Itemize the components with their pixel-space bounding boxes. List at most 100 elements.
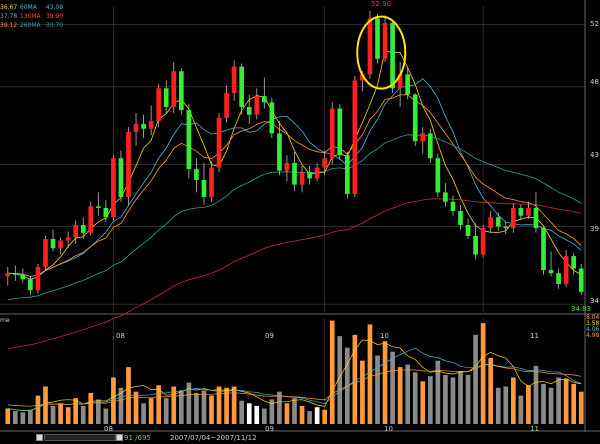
candle-body xyxy=(344,155,350,194)
candle-body xyxy=(277,133,282,171)
scroll-right-button[interactable] xyxy=(116,434,123,441)
candle-body xyxy=(284,162,290,171)
legend-row-ma5: 36.67 60MA 43.08 xyxy=(0,3,63,12)
volume-bar xyxy=(443,374,448,424)
volume-bar xyxy=(65,407,71,424)
volume-bar xyxy=(458,371,463,424)
horizontal-scrollbar[interactable] xyxy=(44,434,116,441)
volume-bar xyxy=(28,409,33,424)
y-tick-label: 48 xyxy=(590,78,599,86)
volume-bar xyxy=(390,351,395,424)
candle-body xyxy=(103,207,109,218)
volume-bar xyxy=(171,386,177,424)
legend-ma-label: 60MA xyxy=(19,4,37,11)
ma60-line xyxy=(7,94,582,277)
legend-ma-label: 260MA xyxy=(19,22,41,29)
volume-bar xyxy=(43,386,48,424)
date-range: 2007/07/04~2007/11/12 xyxy=(170,434,257,442)
candle-body xyxy=(405,74,411,95)
volume-bar xyxy=(329,320,335,424)
candle-body xyxy=(518,207,524,216)
volume-bar xyxy=(141,403,146,424)
scroll-left-button[interactable] xyxy=(36,434,43,441)
candle-body xyxy=(314,167,320,179)
ma5-line xyxy=(7,50,582,280)
volume-bar xyxy=(322,409,328,424)
candle-body xyxy=(541,228,546,271)
candle-body xyxy=(480,228,486,255)
candle-body xyxy=(35,266,41,291)
volume-bar xyxy=(186,382,192,424)
candle-body xyxy=(246,106,252,115)
legend-value: 36.67 xyxy=(0,4,18,11)
x-tick-label-lower: 10 xyxy=(384,425,393,433)
volume-bar xyxy=(541,383,546,424)
candle-body xyxy=(43,238,48,267)
volume-bar xyxy=(420,381,426,424)
volume-bar xyxy=(12,411,18,424)
candle-body xyxy=(337,108,343,156)
candle-body xyxy=(156,88,162,121)
x-tick-label-lower: 09 xyxy=(265,425,274,433)
candle-body xyxy=(126,131,131,198)
candle-body xyxy=(322,158,328,168)
low-price-label: 34.83 xyxy=(571,305,592,313)
legend-value: 37.78 xyxy=(0,13,18,20)
volume-bar xyxy=(73,398,79,424)
candle-body xyxy=(20,274,26,280)
candle-body xyxy=(533,207,539,229)
y-tick-label: 39 xyxy=(590,225,599,233)
volume-bar xyxy=(209,395,214,424)
legend-ma-label: 130MA xyxy=(19,13,41,20)
candle-body xyxy=(367,18,373,75)
volume-bar xyxy=(571,383,577,424)
x-tick-label: 09 xyxy=(265,332,274,340)
bar-count: 91 /695 xyxy=(124,434,151,442)
volume-bar xyxy=(465,374,471,424)
candle-body xyxy=(28,279,33,291)
volume-bar xyxy=(412,372,418,424)
candle-body xyxy=(375,18,380,59)
volume-bar xyxy=(405,364,411,424)
volume-bar xyxy=(488,358,494,424)
volume-bar xyxy=(533,365,539,424)
volume-bar xyxy=(50,405,56,424)
candle-body xyxy=(526,207,531,216)
peak-price-label: 52.90 xyxy=(371,0,392,8)
x-tick-label: 11 xyxy=(530,332,539,340)
candle-body xyxy=(194,169,199,180)
candle-body xyxy=(443,192,448,202)
volume-bar xyxy=(337,336,343,424)
candlestick-series xyxy=(5,10,584,295)
volume-bar xyxy=(5,408,11,424)
volume-bar xyxy=(224,387,229,424)
volume-legend-value: 3.58 xyxy=(586,320,600,327)
volume-legend-value: 8.04 xyxy=(586,314,600,321)
volume-bar xyxy=(194,392,199,424)
volume-bar xyxy=(239,400,245,424)
candle-body xyxy=(360,74,365,81)
candle-body xyxy=(148,120,154,129)
volume-bar xyxy=(367,324,373,424)
volume-bar xyxy=(518,395,524,424)
volume-bar xyxy=(111,377,116,424)
candle-body xyxy=(390,23,395,89)
volume-bar xyxy=(314,407,320,424)
volume-bar xyxy=(88,392,94,424)
candle-body xyxy=(254,96,260,115)
volume-bar xyxy=(495,387,501,424)
volume-ma5-line xyxy=(7,339,582,411)
volume-bar xyxy=(503,386,509,424)
candle-body xyxy=(412,94,418,142)
volume-legend: 8.04 3.58 4.06 4.98 xyxy=(586,315,599,339)
volume-bar xyxy=(299,405,305,424)
candle-body xyxy=(458,211,463,226)
candle-body xyxy=(292,162,297,185)
volume-bar xyxy=(277,391,282,424)
candle-body xyxy=(495,217,501,227)
volume-bar xyxy=(480,323,486,424)
y-tick-label: 52 xyxy=(590,20,599,28)
volume-bar xyxy=(95,399,101,424)
